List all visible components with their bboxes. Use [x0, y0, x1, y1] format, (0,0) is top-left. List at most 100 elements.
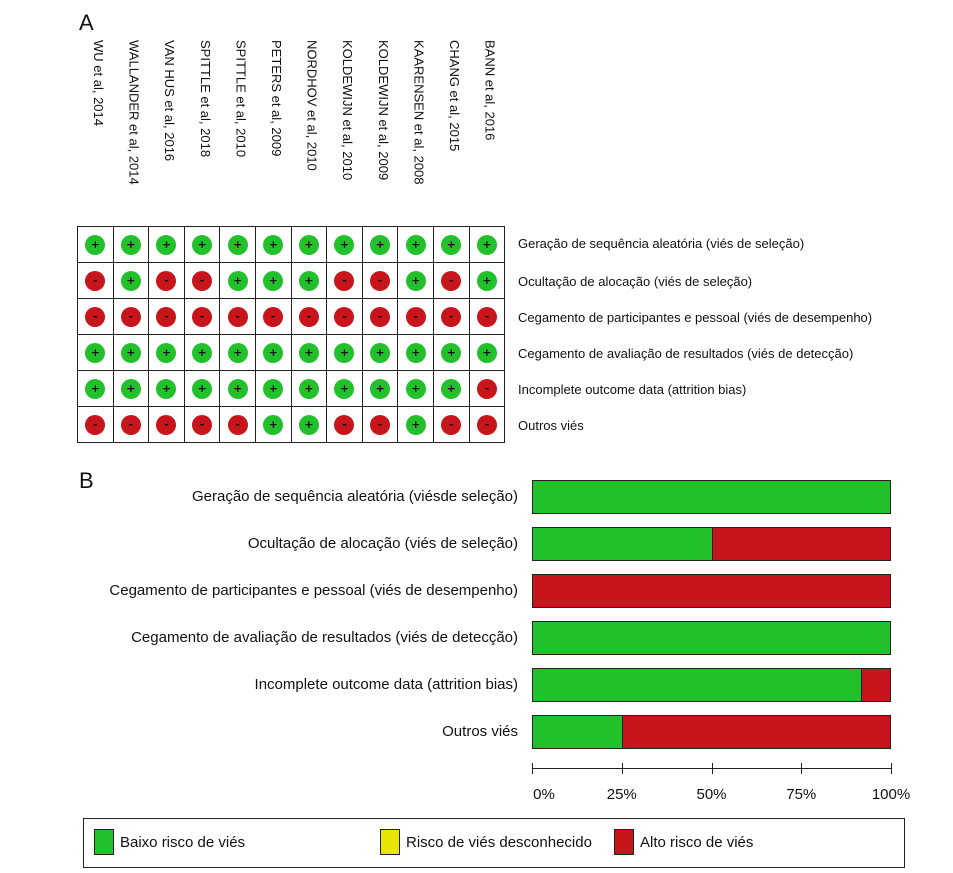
- study-label: KAARENSEN et al, 2008: [411, 40, 427, 185]
- grid-cell: -: [326, 298, 363, 335]
- x-tick: [891, 763, 892, 774]
- grid-cell: -: [361, 262, 399, 299]
- high-risk-dot: -: [263, 306, 284, 327]
- low-risk-dot: +: [120, 270, 141, 291]
- bar: [532, 621, 891, 655]
- grid-cell: -: [468, 370, 506, 407]
- study-label: WU et al, 2014: [91, 40, 106, 126]
- study-label: NORDHOV et al, 2010: [304, 40, 320, 171]
- low-risk-dot: +: [227, 342, 248, 363]
- high-risk-dot: -: [192, 414, 213, 435]
- bar-category-label: Geração de sequência aleatória (viésde s…: [191, 488, 518, 505]
- study-label: BANN et al, 2016: [482, 40, 498, 141]
- high-risk-dot: -: [441, 306, 462, 327]
- low-risk-dot: +: [156, 342, 177, 363]
- bar: [532, 527, 891, 561]
- grid-cell: +: [112, 370, 150, 407]
- high-risk-dot: -: [334, 270, 355, 291]
- low-risk-dot: +: [227, 378, 248, 399]
- high-risk-dot: -: [441, 414, 462, 435]
- high-risk-dot: -: [476, 306, 497, 327]
- high-risk-dot: -: [476, 414, 497, 435]
- domain-label: Cegamento de participantes e pessoal (vi…: [518, 310, 873, 325]
- grid-cell: +: [290, 334, 328, 371]
- high-risk-dot: -: [334, 414, 355, 435]
- low-risk-dot: +: [334, 234, 355, 255]
- grid-cell: -: [326, 262, 363, 299]
- low-risk-dot: +: [370, 234, 391, 255]
- domain-label: Incomplete outcome data (attrition bias): [518, 382, 747, 397]
- x-tick-label: 0%: [533, 786, 555, 803]
- low-risk-dot: +: [405, 414, 426, 435]
- bar-segment: [711, 528, 890, 560]
- legend-label-low: Baixo risco de viés: [120, 833, 246, 851]
- low-risk-dot: +: [441, 342, 462, 363]
- high-risk-dot: -: [156, 306, 177, 327]
- grid-cell: -: [148, 262, 185, 299]
- grid-cell: -: [361, 298, 399, 335]
- grid-cell: +: [361, 334, 399, 371]
- high-risk-dot: -: [334, 306, 355, 327]
- low-risk-dot: +: [85, 378, 106, 399]
- low-risk-dot: +: [263, 378, 284, 399]
- high-risk-dot: -: [192, 306, 213, 327]
- study-label: SPITTLE et al, 2018: [197, 40, 213, 158]
- grid-cell: +: [77, 370, 114, 407]
- legend-item-low: Baixo risco de viés: [94, 829, 245, 855]
- legend-item-unclear: Risco de viés desconhecido: [380, 829, 592, 855]
- grid-cell: +: [326, 370, 363, 407]
- grid-cell: +: [397, 370, 434, 407]
- grid-cell: -: [77, 262, 114, 299]
- grid-cell: +: [290, 406, 328, 443]
- legend-item-high: Alto risco de viés: [614, 829, 753, 855]
- low-risk-dot: +: [227, 234, 248, 255]
- high-risk-dot: -: [156, 414, 177, 435]
- grid-cell: +: [361, 370, 399, 407]
- low-risk-dot: +: [370, 342, 391, 363]
- domain-label: Ocultação de alocação (viés de seleção): [518, 274, 753, 289]
- grid-cell: +: [468, 226, 506, 263]
- high-risk-dot: -: [370, 270, 391, 291]
- grid-cell: -: [148, 298, 185, 335]
- low-risk-dot: +: [192, 234, 213, 255]
- low-risk-dot: +: [192, 342, 213, 363]
- grid-cell: -: [433, 262, 470, 299]
- high-risk-dot: -: [85, 306, 106, 327]
- grid-cell: -: [468, 406, 506, 443]
- low-risk-dot: +: [476, 342, 497, 363]
- low-risk-dot: +: [156, 234, 177, 255]
- grid-cell: +: [397, 406, 434, 443]
- bar-segment: [533, 528, 712, 560]
- low-risk-dot: +: [263, 414, 284, 435]
- low-risk-dot: +: [156, 378, 177, 399]
- grid-cell: -: [433, 298, 470, 335]
- study-label: WALLANDER et al, 2014: [126, 40, 142, 185]
- bar: [532, 480, 891, 514]
- bar-category-label: Cegamento de participantes e pessoal (vi…: [109, 582, 518, 599]
- low-risk-dot: +: [263, 342, 284, 363]
- grid-cell: +: [148, 370, 185, 407]
- low-risk-dot: +: [263, 234, 284, 255]
- legend-swatch-low: [94, 829, 114, 855]
- grid-cell: +: [112, 226, 150, 263]
- grid-cell: +: [433, 370, 470, 407]
- grid-cell: +: [397, 334, 434, 371]
- grid-cell: -: [148, 406, 185, 443]
- bar-category-label: Ocultação de alocação (viés de seleção): [247, 535, 518, 552]
- low-risk-dot: +: [120, 342, 141, 363]
- grid-cell: +: [219, 226, 256, 263]
- low-risk-dot: +: [227, 270, 248, 291]
- low-risk-dot: +: [405, 270, 426, 291]
- high-risk-dot: -: [192, 270, 213, 291]
- grid-cell: +: [255, 226, 292, 263]
- grid-cell: +: [219, 334, 256, 371]
- bar-segment: [533, 481, 890, 513]
- grid-cell: +: [112, 262, 150, 299]
- grid-cell: -: [77, 298, 114, 335]
- domain-label: Geração de sequência aleatória (viés de …: [518, 236, 805, 251]
- grid-cell: +: [290, 226, 328, 263]
- grid-cell: +: [255, 406, 292, 443]
- high-risk-dot: -: [85, 414, 106, 435]
- low-risk-dot: +: [298, 378, 319, 399]
- grid-cell: -: [183, 298, 221, 335]
